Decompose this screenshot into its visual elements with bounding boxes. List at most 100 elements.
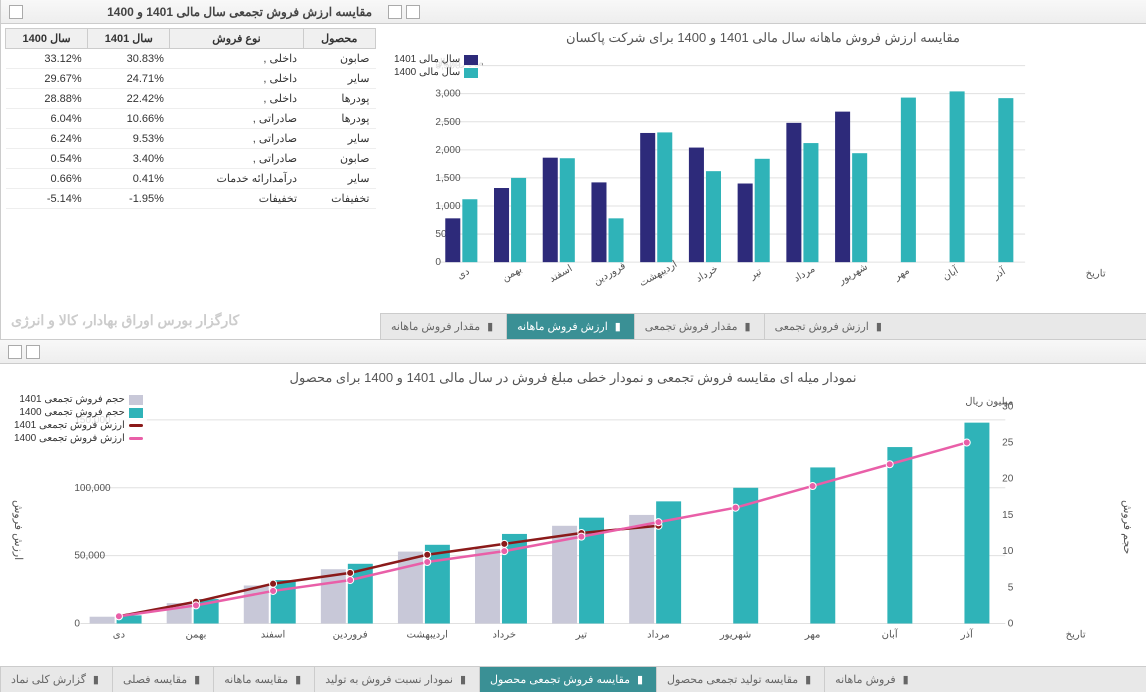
tab-label: نمودار نسبت فروش به تولید xyxy=(325,673,453,686)
print-icon[interactable] xyxy=(406,5,420,19)
chart-icon: ▮ xyxy=(484,321,496,333)
bottom-chart-legend: حجم فروش تجمعی 1401 حجم فروش تجمعی 1400 ار… xyxy=(10,390,147,450)
chart-icon: ▮ xyxy=(900,674,912,686)
tab-label: گزارش کلی نماد xyxy=(11,673,86,686)
top-chart-title: مقایسه ارزش فروش ماهانه سال مالی 1401 و … xyxy=(390,30,1136,46)
y-right-label: ارزش فروش xyxy=(12,500,25,560)
svg-text:مهر: مهر xyxy=(804,630,821,641)
tab[interactable]: ▮ فروش ماهانه xyxy=(824,667,921,692)
svg-text:شهریور: شهریور xyxy=(719,630,751,641)
legend-item: ارزش فروش تجمعی 1401 xyxy=(14,420,143,431)
legend-item: سال مالی 1401 xyxy=(394,54,478,65)
tab-label: مقدار فروش ماهانه xyxy=(391,320,480,333)
maximize-icon[interactable] xyxy=(8,345,22,359)
svg-text:فروردین: فروردین xyxy=(592,260,628,287)
svg-text:اردیبهشت: اردیبهشت xyxy=(638,259,679,289)
tab[interactable]: ▮ارزش فروش تجمعی xyxy=(764,314,895,339)
svg-text:0: 0 xyxy=(1008,619,1014,630)
svg-text:خرداد: خرداد xyxy=(694,263,720,284)
chart-icon: ▮ xyxy=(634,674,646,686)
svg-text:2,000: 2,000 xyxy=(435,145,461,156)
chart-icon: ▮ xyxy=(742,321,754,333)
bottom-chart: 050,000100,000150,000051015202530میلیون … xyxy=(10,390,1136,666)
svg-text:15: 15 xyxy=(1002,510,1014,521)
svg-text:اسفند: اسفند xyxy=(261,630,286,641)
tab-label: مقایسه ماهانه xyxy=(224,673,288,686)
svg-text:تاریخ: تاریخ xyxy=(1086,268,1106,279)
svg-text:0: 0 xyxy=(74,619,80,630)
table-header: سال 1401 xyxy=(88,29,170,49)
tab-label: مقایسه فصلی xyxy=(123,673,187,686)
tab[interactable]: ▮ مقایسه ماهانه xyxy=(213,667,314,692)
table-panel-header: مقایسه ارزش فروش تجمعی سال مالی 1401 و 1… xyxy=(1,0,380,24)
tab[interactable]: ▮ مقدار فروش تجمعی xyxy=(634,314,764,339)
panel-header xyxy=(380,0,1146,24)
table-row: سایرصادراتی ,9.53%6.24% xyxy=(6,129,376,149)
svg-text:شهریور: شهریور xyxy=(836,261,870,287)
maximize-icon[interactable] xyxy=(9,5,23,19)
svg-text:2,500: 2,500 xyxy=(435,117,461,128)
tab[interactable]: ▮ مقایسه فروش تجمعی محصول xyxy=(479,667,656,692)
svg-text:1,000: 1,000 xyxy=(435,201,461,212)
legend-item: ارزش فروش تجمعی 1400 xyxy=(14,433,143,444)
chart-icon: ▮ xyxy=(612,321,624,333)
chart-icon: ▮ xyxy=(457,674,469,686)
print-icon[interactable] xyxy=(26,345,40,359)
tab[interactable]: ▮ ارزش فروش ماهانه xyxy=(506,314,634,339)
tab-label: مقایسه فروش تجمعی محصول xyxy=(490,673,630,686)
top-chart-panel: مقایسه ارزش فروش ماهانه سال مالی 1401 و … xyxy=(380,0,1146,339)
y-left-label: حجم فروش xyxy=(1121,500,1134,554)
svg-text:50,000: 50,000 xyxy=(74,551,105,562)
svg-text:میلیون ریال: میلیون ریال xyxy=(965,396,1013,407)
bottom-tabs: ▮ گزارش کلی نماد ▮ مقایسه فصلی ▮ مقایسه ماهان… xyxy=(0,666,1146,692)
svg-text:مرداد: مرداد xyxy=(792,264,817,285)
chart-icon: ▮ xyxy=(191,674,203,686)
svg-text:مرداد: مرداد xyxy=(647,630,670,641)
svg-text:آذر: آذر xyxy=(990,264,1009,282)
svg-text:اردیبهشت: اردیبهشت xyxy=(407,630,448,641)
svg-text:دی: دی xyxy=(113,630,125,641)
table-header: سال 1400 xyxy=(6,29,88,49)
svg-text:10: 10 xyxy=(1002,546,1014,557)
bottom-chart-title: نمودار میله ای مقایسه فروش تجمعی و نمودا… xyxy=(10,370,1136,386)
table-row: سایردرآمدارائه خدمات0.41%0.66% xyxy=(6,169,376,189)
top-tabs: ▮ مقدار فروش ماهانه ▮ ارزش فروش ماهانه ▮ مقدا… xyxy=(380,313,1146,339)
comparison-table: محصولنوع فروشسال 1401سال 1400صابونداخلی … xyxy=(5,28,376,209)
table-row: صابونداخلی ,30.83%33.12% xyxy=(6,49,376,69)
bottom-panel-header xyxy=(0,340,1146,364)
chart-icon: ▮ xyxy=(802,674,814,686)
svg-text:فروردین: فروردین xyxy=(333,630,368,641)
table-row: سایرداخلی ,24.71%29.67% xyxy=(6,69,376,89)
svg-text:20: 20 xyxy=(1002,474,1014,485)
table-row: صابونصادراتی ,3.40%0.54% xyxy=(6,149,376,169)
chart-icon: ▮ xyxy=(873,321,885,333)
tab[interactable]: ▮ مقایسه تولید تجمعی محصول xyxy=(656,667,824,692)
tab[interactable]: ▮ مقایسه فصلی xyxy=(112,667,213,692)
tab[interactable]: ▮ گزارش کلی نماد xyxy=(0,667,112,692)
svg-text:مهر: مهر xyxy=(892,265,912,283)
svg-text:5: 5 xyxy=(1008,582,1014,593)
chart-icon: ▮ xyxy=(292,674,304,686)
svg-text:آبان: آبان xyxy=(940,263,961,283)
legend-item: حجم فروش تجمعی 1401 xyxy=(14,394,143,405)
svg-text:3,000: 3,000 xyxy=(435,89,461,100)
svg-text:تیر: تیر xyxy=(747,266,763,282)
tab[interactable]: ▮ نمودار نسبت فروش به تولید xyxy=(314,667,479,692)
bottom-chart-panel: نمودار میله ای مقایسه فروش تجمعی و نمودا… xyxy=(0,340,1146,692)
svg-text:100,000: 100,000 xyxy=(74,483,111,494)
tab[interactable]: ▮ مقدار فروش ماهانه xyxy=(380,314,506,339)
legend-item: حجم فروش تجمعی 1400 xyxy=(14,407,143,418)
svg-text:25: 25 xyxy=(1002,438,1014,449)
tab-label: مقدار فروش تجمعی xyxy=(645,320,738,333)
svg-text:آذر: آذر xyxy=(960,628,974,641)
tab-label: ارزش فروش ماهانه xyxy=(517,320,608,333)
chart-icon: ▮ xyxy=(90,674,102,686)
tab-label: فروش ماهانه xyxy=(835,673,895,686)
table-panel: مقایسه ارزش فروش تجمعی سال مالی 1401 و 1… xyxy=(0,0,380,339)
svg-text:بهمن: بهمن xyxy=(186,630,207,641)
tab-label: مقایسه تولید تجمعی محصول xyxy=(667,673,798,686)
legend-item: سال مالی 1400 xyxy=(394,67,478,78)
svg-text:تیر: تیر xyxy=(575,630,588,641)
svg-text:1,500: 1,500 xyxy=(435,173,461,184)
maximize-icon[interactable] xyxy=(388,5,402,19)
